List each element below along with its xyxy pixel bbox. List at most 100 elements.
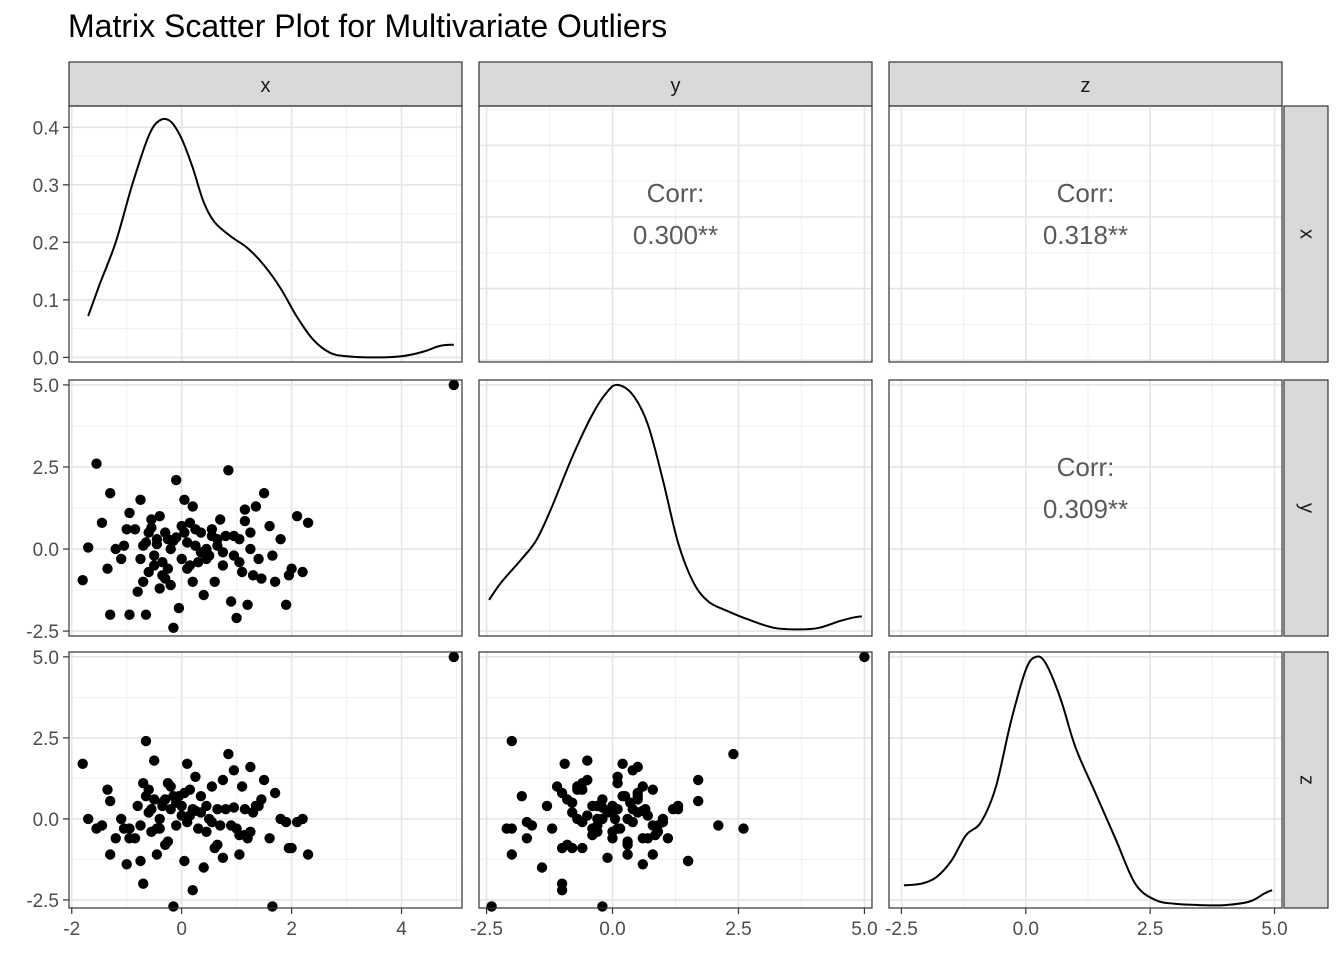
scatter-point (171, 820, 182, 831)
scatter-point (577, 842, 588, 854)
scatter-point (234, 849, 245, 860)
scatter-point (135, 553, 146, 565)
x-tick-label: 0.0 (599, 919, 625, 940)
scatter-point (149, 794, 160, 805)
x-tick-label: 2.5 (725, 919, 751, 940)
scatter-point (302, 517, 314, 528)
scatter-point (728, 748, 739, 760)
scatter-point (135, 494, 146, 505)
scatter-point (572, 813, 583, 825)
y-tick-label: 0.0 (33, 348, 59, 369)
scatter-point (239, 829, 251, 841)
scatter-point (135, 855, 146, 867)
scatter-point (672, 800, 684, 812)
scatter-point (193, 823, 204, 834)
scatter-point (291, 511, 303, 522)
strip-row-label: z (1296, 775, 1318, 785)
scatter-point (96, 820, 108, 831)
density-line-y (488, 383, 863, 631)
scatter-point (162, 563, 174, 574)
strip-row-x (1283, 105, 1329, 363)
scatter-point (614, 823, 626, 834)
scatter-point (283, 570, 295, 581)
scatter-point (118, 823, 130, 834)
scatter-point (486, 901, 497, 912)
scatter-point (247, 570, 259, 581)
panel-border (68, 651, 463, 909)
x-tick-label: 5.0 (851, 919, 877, 940)
scatter-point (201, 826, 212, 837)
corr-label: Corr: (1057, 178, 1115, 208)
y-tick-label: 0.1 (33, 291, 59, 312)
scatter-point (250, 501, 262, 512)
scatter-point (83, 542, 94, 553)
scatter-point (617, 758, 628, 769)
scatter-point (637, 859, 648, 870)
scatter-point (149, 560, 160, 571)
scatter-point (77, 758, 88, 769)
scatter-point (96, 517, 108, 528)
strip-row-label: x (1296, 229, 1318, 239)
scatter-point (182, 758, 193, 769)
x-tick-label: -2.5 (470, 919, 503, 940)
scatter-point (132, 586, 143, 597)
scatter-point (275, 534, 286, 545)
scatter-point (693, 795, 704, 807)
scatter-point (228, 550, 240, 561)
scatter-point (116, 553, 127, 565)
density-line-x (87, 117, 454, 359)
scatter-point (105, 795, 116, 807)
scatter-point (198, 862, 209, 873)
scatter-point (234, 534, 245, 545)
corr-value: 0.318** (1043, 220, 1128, 250)
scatter-point (637, 805, 648, 816)
x-tick-label: 0.0 (1013, 919, 1039, 940)
scatter-point (168, 791, 179, 802)
scatter-point (501, 823, 512, 834)
scatter-point (187, 576, 198, 587)
x-tick-label: -2 (63, 919, 80, 940)
scatter-point (236, 566, 248, 578)
scatter-point (264, 833, 275, 844)
scatter-point (176, 553, 187, 565)
scatter-point (151, 849, 163, 860)
scatter-point (541, 800, 553, 812)
scatter-point (577, 778, 588, 789)
scatter-point (168, 901, 179, 912)
scatter-point (215, 514, 226, 525)
y-tick-label: -2.5 (26, 622, 59, 643)
scatter-point (302, 849, 314, 860)
scatter-point (217, 560, 229, 571)
scatter-point (140, 537, 152, 548)
scatter-point (258, 488, 270, 499)
scatter-point (245, 543, 256, 555)
scatter-point (215, 820, 226, 831)
scatter-point (132, 800, 143, 812)
x-tick-label: 4 (396, 919, 407, 940)
y-tick-label: 0.4 (33, 118, 60, 139)
scatter-point (157, 797, 168, 808)
strip-col-y (478, 61, 873, 107)
scatter-point (280, 816, 292, 828)
scatter-point (622, 839, 633, 850)
scatter-point (151, 538, 163, 550)
scatter-point (239, 504, 251, 515)
scatter-point (190, 805, 201, 816)
scatter-point (225, 596, 237, 607)
scatter-point (253, 553, 264, 565)
density-line-z (903, 655, 1273, 907)
scatter-point (146, 522, 157, 533)
scatter-point (195, 791, 207, 802)
scatter-point (179, 787, 190, 799)
scatter-point (609, 813, 621, 825)
scatter-point (154, 583, 165, 594)
scatter-point (206, 816, 218, 828)
corr-label: Corr: (1057, 452, 1115, 482)
scatter-point (162, 836, 174, 847)
scatter-point (297, 566, 308, 578)
scatter-point (556, 842, 568, 854)
y-tick-label: 0.2 (33, 233, 59, 254)
scatter-point (516, 791, 527, 802)
scatter-point (217, 547, 229, 558)
